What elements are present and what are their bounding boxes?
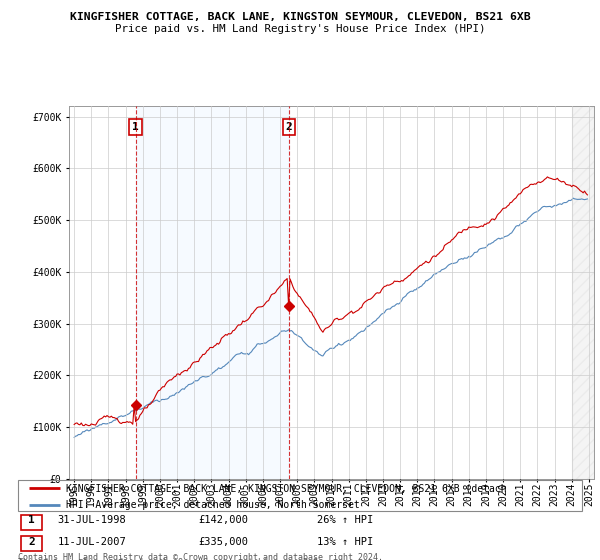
Text: 11-JUL-2007: 11-JUL-2007	[58, 536, 126, 547]
Text: £335,000: £335,000	[199, 536, 248, 547]
Text: Contains HM Land Registry data © Crown copyright and database right 2024.: Contains HM Land Registry data © Crown c…	[18, 553, 383, 560]
Text: Price paid vs. HM Land Registry's House Price Index (HPI): Price paid vs. HM Land Registry's House …	[115, 24, 485, 34]
Text: 31-JUL-1998: 31-JUL-1998	[58, 515, 126, 525]
Text: 26% ↑ HPI: 26% ↑ HPI	[317, 515, 373, 525]
Text: 1: 1	[28, 515, 35, 525]
Text: 2: 2	[28, 536, 35, 547]
Text: KINGFISHER COTTAGE, BACK LANE, KINGSTON SEYMOUR, CLEVEDON, BS21 6XB: KINGFISHER COTTAGE, BACK LANE, KINGSTON …	[70, 12, 530, 22]
Bar	[572, 106, 594, 479]
Text: 2: 2	[286, 122, 292, 132]
Bar	[136, 106, 289, 479]
Text: KINGFISHER COTTAGE, BACK LANE, KINGSTON SEYMOUR, CLEVEDON, BS21 6XB (detach: KINGFISHER COTTAGE, BACK LANE, KINGSTON …	[66, 483, 506, 493]
Text: 1: 1	[132, 122, 139, 132]
Text: This data is licensed under the Open Government Licence v3.0.: This data is licensed under the Open Gov…	[18, 558, 323, 560]
Text: £142,000: £142,000	[199, 515, 248, 525]
Text: 13% ↑ HPI: 13% ↑ HPI	[317, 536, 373, 547]
Text: HPI: Average price, detached house, North Somerset: HPI: Average price, detached house, Nort…	[66, 500, 359, 510]
